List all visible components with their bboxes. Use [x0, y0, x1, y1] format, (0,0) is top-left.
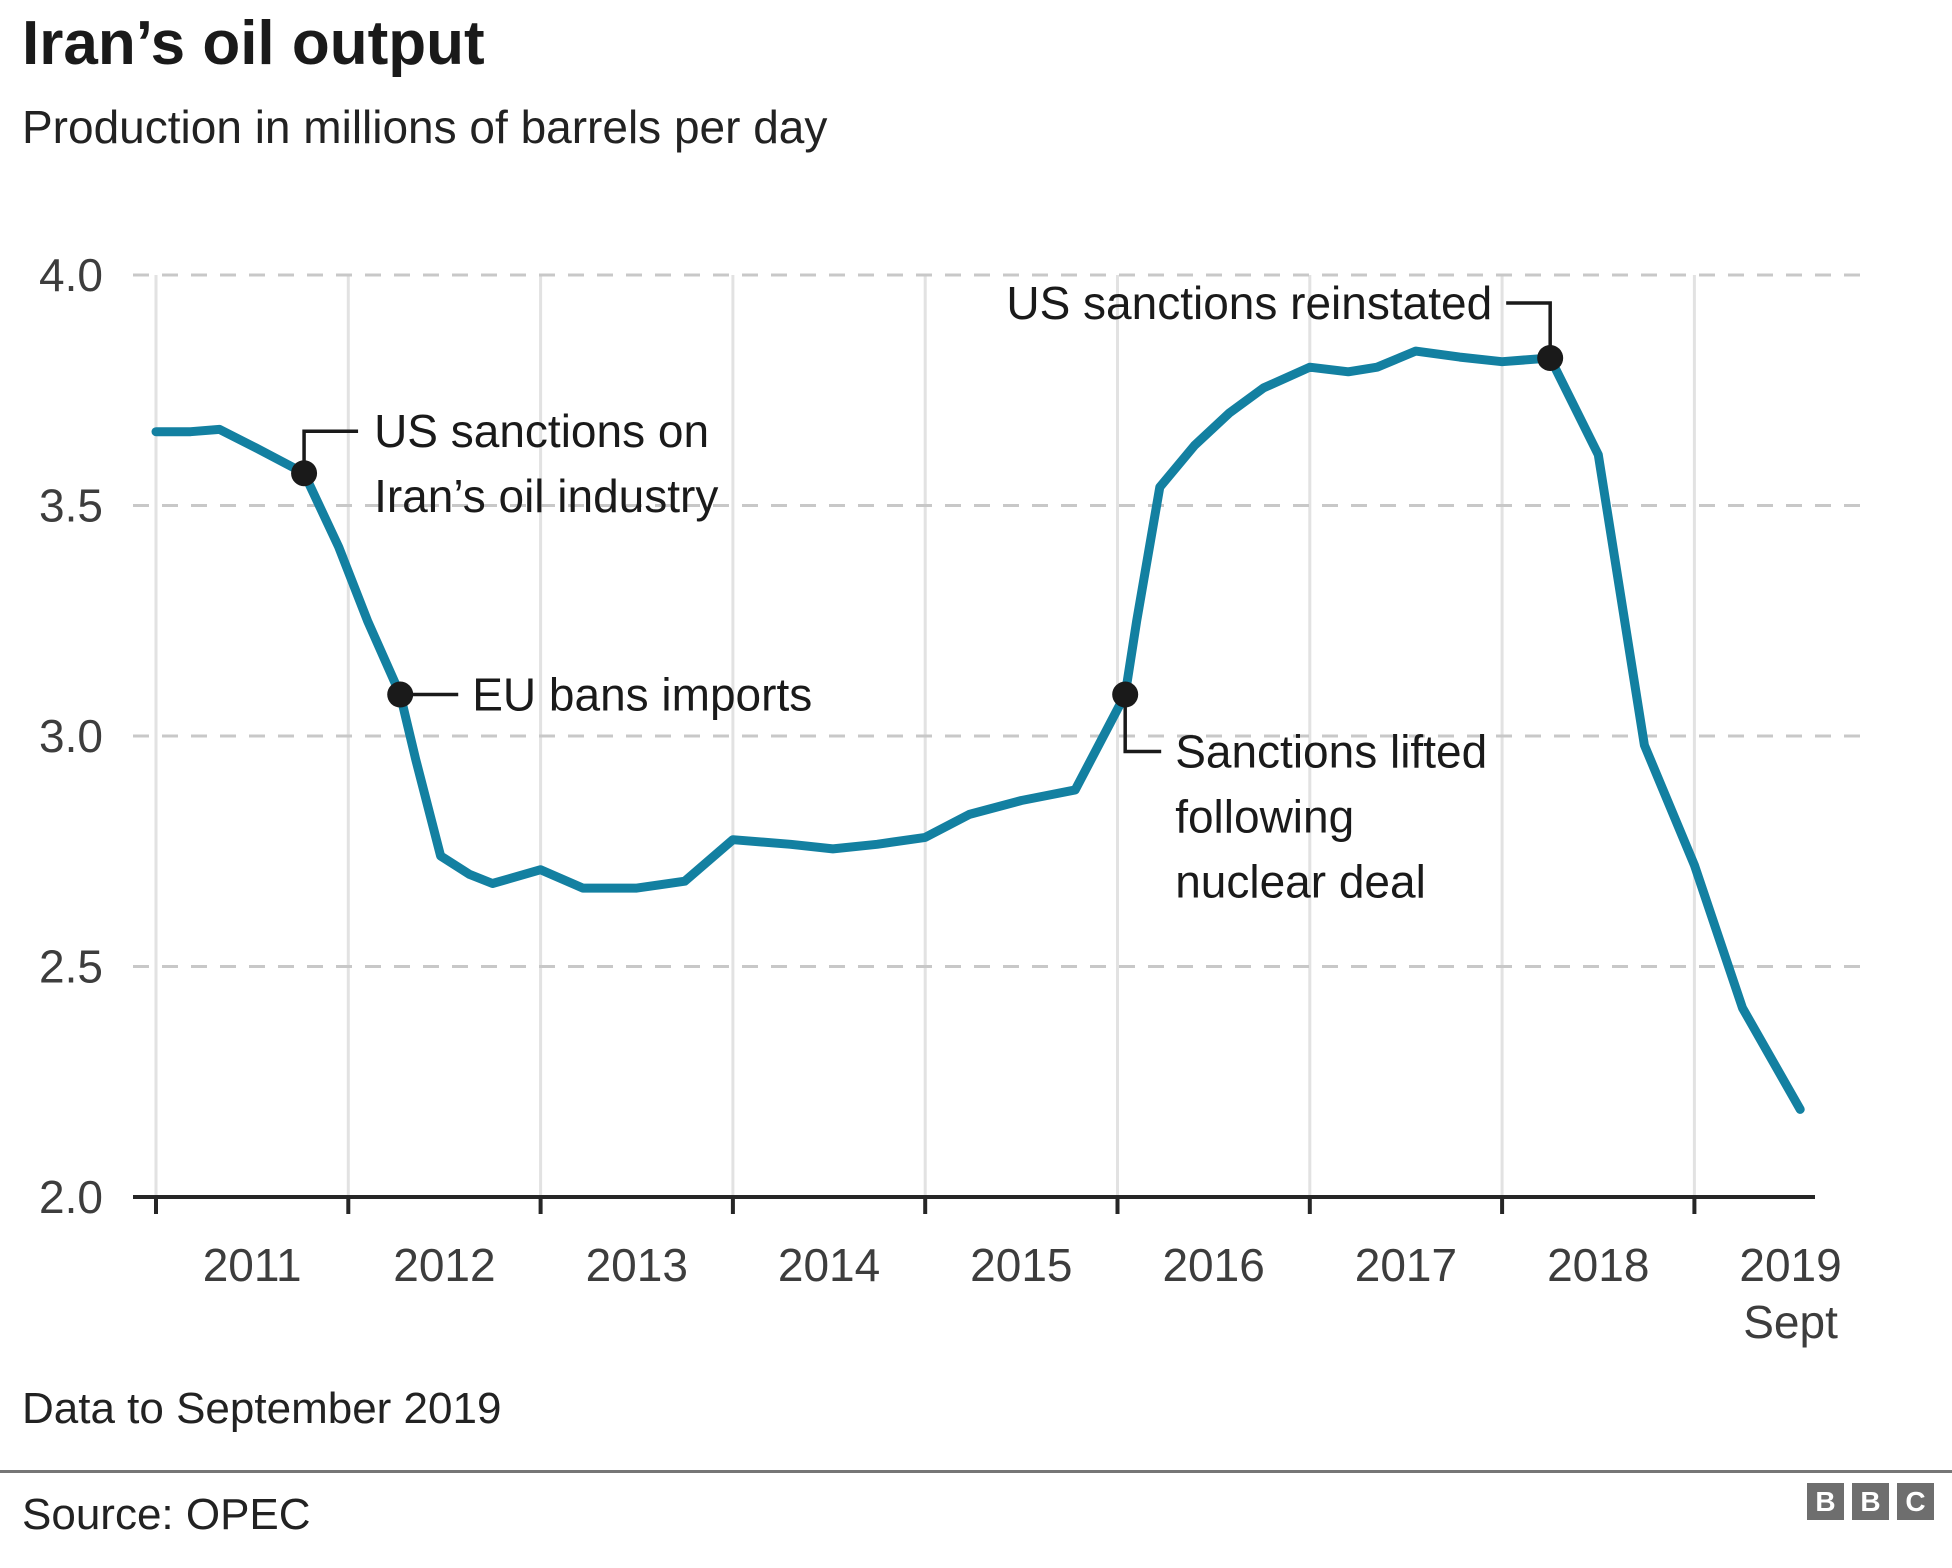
footer-divider	[0, 1470, 1952, 1473]
annotation-label-us-sanctions-2011: Iran’s oil industry	[374, 470, 718, 522]
x-axis-label: 2013	[586, 1239, 688, 1291]
x-axis-label: 2016	[1162, 1239, 1264, 1291]
chart-subtitle: Production in millions of barrels per da…	[22, 101, 828, 153]
annotation-label-sanctions-lifted: nuclear deal	[1175, 856, 1426, 908]
x-axis-label: 2019	[1739, 1239, 1841, 1291]
x-axis-label: 2015	[970, 1239, 1072, 1291]
annotation-label-us-sanctions-reinstated: US sanctions reinstated	[1006, 277, 1492, 329]
annotation-label-sanctions-lifted: following	[1175, 791, 1354, 843]
x-axis-label: 2011	[203, 1239, 302, 1291]
y-axis-label: 2.5	[39, 941, 103, 993]
bbc-logo-letter: B	[1807, 1483, 1844, 1520]
annotation-label-sanctions-lifted: Sanctions lifted	[1175, 726, 1487, 778]
annotation-leader-sanctions-lifted	[1123, 694, 1162, 754]
annotation-leader-us-sanctions-2011	[302, 429, 359, 474]
source-label: Source: OPEC	[22, 1490, 311, 1539]
production-line	[151, 346, 1805, 1114]
page-title: Iran’s oil output	[22, 9, 485, 78]
annotation-dot-us-sanctions-2011	[291, 460, 318, 487]
oil-output-line-chart: 2.0 2.5 3.0 3.5 4.0 2011 2012 2013 2014 2015 2016 2…	[39, 249, 1868, 1348]
data-note: Data to September 2019	[22, 1384, 502, 1433]
x-axis-label: 2014	[778, 1239, 880, 1291]
y-axis-label: 4.0	[39, 249, 103, 301]
annotation-label-us-sanctions-2011: US sanctions on	[374, 405, 709, 457]
bbc-logo: B B C	[1807, 1483, 1934, 1520]
x-axis-label: 2017	[1355, 1239, 1457, 1291]
x-axis-label: 2018	[1547, 1239, 1649, 1291]
bbc-logo-letter: C	[1897, 1483, 1934, 1520]
annotation-label-eu-bans-imports: EU bans imports	[472, 669, 812, 721]
annotation-dot-us-sanctions-reinstated	[1537, 344, 1564, 371]
bbc-logo-letter: B	[1852, 1483, 1889, 1520]
x-axis-label: 2012	[393, 1239, 495, 1291]
x-axis-sublabel: Sept	[1743, 1296, 1838, 1348]
annotation-dot-sanctions-lifted	[1112, 681, 1139, 708]
annotation-dot-eu-bans-imports	[387, 681, 414, 708]
y-axis-label: 2.0	[39, 1171, 103, 1223]
y-axis-label: 3.0	[39, 710, 103, 762]
y-axis-label: 3.5	[39, 480, 103, 532]
annotation-leader-us-sanctions-reinstated	[1506, 301, 1552, 358]
